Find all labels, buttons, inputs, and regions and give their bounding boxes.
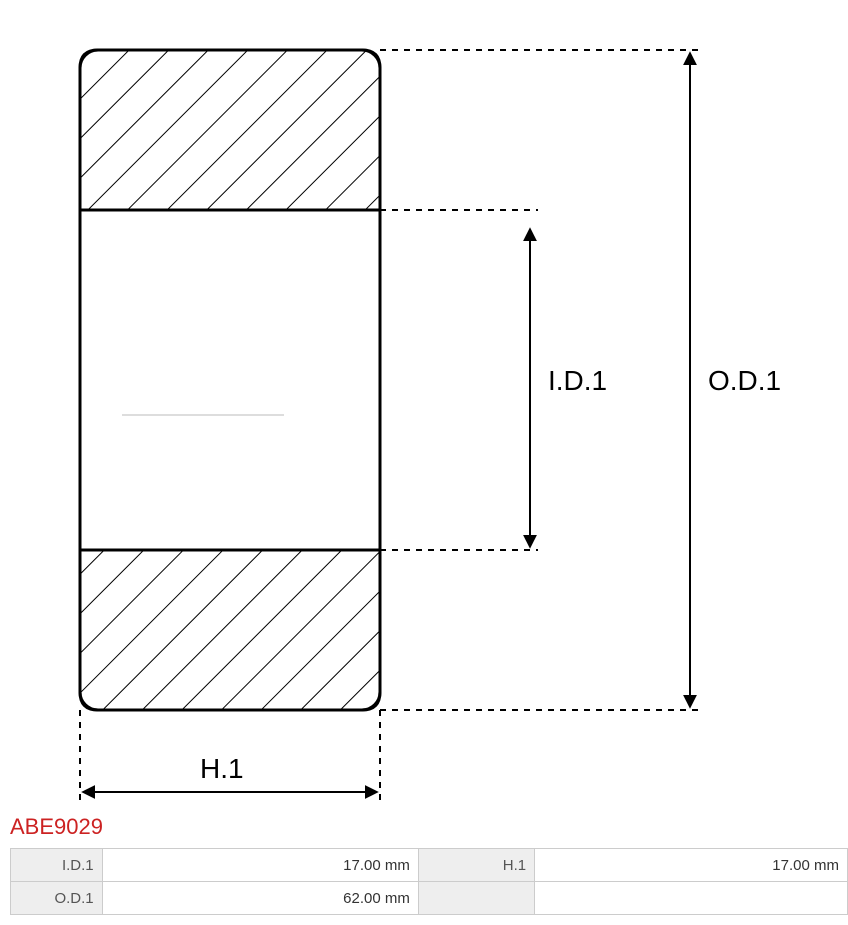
table-row: O.D.162.00 mm	[11, 882, 848, 915]
bearing-cross-section-diagram: I.D.1 O.D.1 H.1	[10, 10, 838, 810]
svg-text:O.D.1: O.D.1	[708, 365, 781, 396]
spec-value: 62.00 mm	[102, 882, 418, 915]
spec-value: 17.00 mm	[102, 849, 418, 882]
spec-value: 17.00 mm	[535, 849, 848, 882]
spec-label: H.1	[418, 849, 534, 882]
spec-table: I.D.117.00 mmH.117.00 mmO.D.162.00 mm	[10, 848, 848, 915]
table-row: I.D.117.00 mmH.117.00 mm	[11, 849, 848, 882]
spec-label	[418, 882, 534, 915]
spec-label: I.D.1	[11, 849, 103, 882]
svg-text:H.1: H.1	[200, 753, 244, 784]
spec-value	[535, 882, 848, 915]
svg-text:I.D.1: I.D.1	[548, 365, 607, 396]
part-number-title: ABE9029	[10, 814, 838, 840]
spec-label: O.D.1	[11, 882, 103, 915]
